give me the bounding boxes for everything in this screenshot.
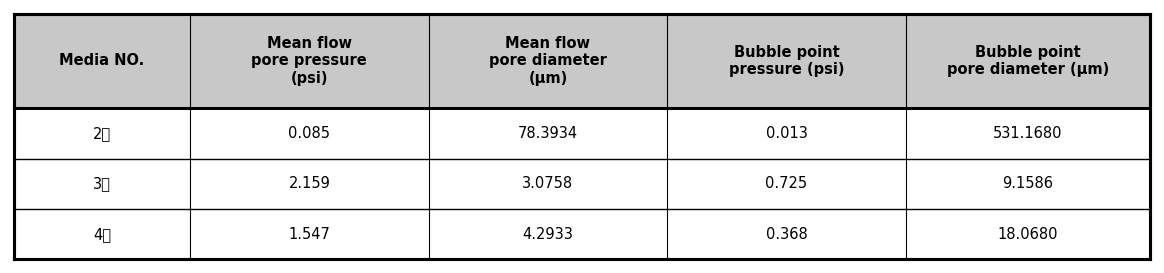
Bar: [190, 14, 428, 108]
Text: 3번: 3번: [93, 176, 111, 191]
Text: 2번: 2번: [93, 126, 111, 141]
Text: 1.547: 1.547: [289, 227, 331, 242]
Text: 3.0758: 3.0758: [523, 176, 574, 191]
Bar: [14, 159, 190, 209]
Text: 2.159: 2.159: [289, 176, 331, 191]
Text: Bubble point
pressure (psi): Bubble point pressure (psi): [729, 45, 844, 77]
Text: 9.1586: 9.1586: [1002, 176, 1053, 191]
Text: Mean flow
pore diameter
(μm): Mean flow pore diameter (μm): [489, 36, 606, 86]
Bar: [667, 14, 906, 108]
Bar: [906, 108, 1150, 159]
Bar: [906, 159, 1150, 209]
Text: Bubble point
pore diameter (μm): Bubble point pore diameter (μm): [946, 45, 1109, 77]
Bar: [428, 14, 667, 108]
Bar: [906, 14, 1150, 108]
Text: Mean flow
pore pressure
(psi): Mean flow pore pressure (psi): [251, 36, 367, 86]
Text: 0.085: 0.085: [289, 126, 331, 141]
Text: 0.013: 0.013: [766, 126, 808, 141]
Bar: [14, 14, 190, 108]
Bar: [906, 209, 1150, 259]
Text: 0.725: 0.725: [766, 176, 808, 191]
Bar: [14, 108, 190, 159]
Text: 4.2933: 4.2933: [523, 227, 574, 242]
Bar: [667, 209, 906, 259]
Bar: [190, 108, 428, 159]
Bar: [14, 209, 190, 259]
Text: Media NO.: Media NO.: [59, 54, 144, 69]
Bar: [190, 159, 428, 209]
Text: 531.1680: 531.1680: [993, 126, 1063, 141]
Bar: [667, 159, 906, 209]
Text: 0.368: 0.368: [766, 227, 808, 242]
Bar: [667, 108, 906, 159]
Bar: [428, 108, 667, 159]
Text: 18.0680: 18.0680: [998, 227, 1058, 242]
Bar: [428, 209, 667, 259]
Text: 4번: 4번: [93, 227, 111, 242]
Text: 78.3934: 78.3934: [518, 126, 579, 141]
Bar: [428, 159, 667, 209]
Bar: [190, 209, 428, 259]
